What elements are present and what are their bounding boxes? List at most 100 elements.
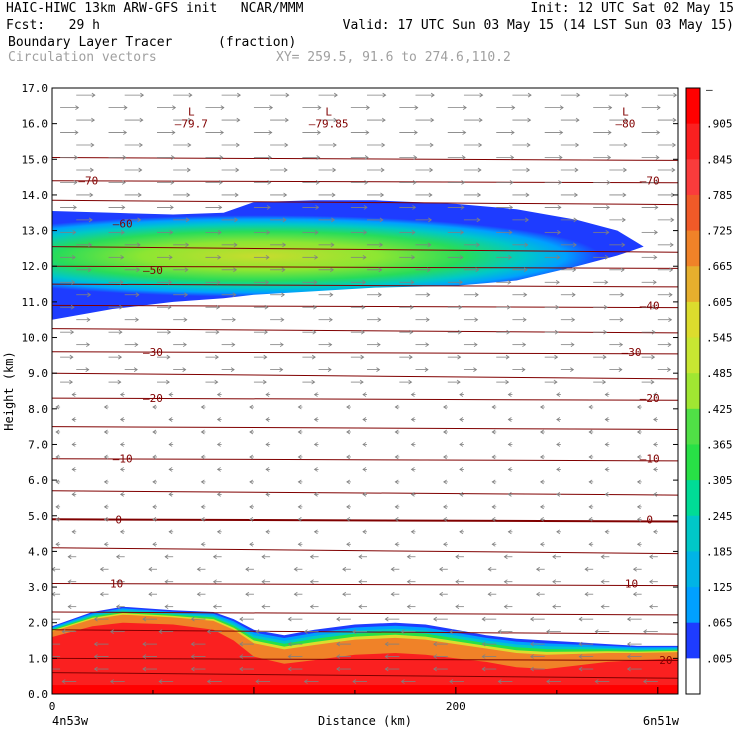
vector-head [410, 467, 415, 472]
vector-head [119, 492, 124, 497]
vector-head [653, 442, 658, 447]
vector-head [636, 404, 641, 410]
vector-head [85, 367, 90, 372]
vector-head [604, 492, 609, 497]
vector-head [115, 604, 120, 609]
vector-head [491, 516, 496, 522]
vector-head [608, 105, 613, 110]
vector-head [71, 467, 76, 472]
vector-head [233, 267, 238, 273]
vector-head [232, 292, 237, 298]
vector-head [669, 242, 674, 248]
vector-head [540, 516, 544, 522]
vector-head [171, 155, 175, 160]
vector-head [360, 329, 365, 335]
vector-head [331, 192, 336, 198]
vector-head [623, 142, 628, 148]
colorbar-swatch [686, 301, 700, 339]
vector-head [168, 467, 173, 472]
vector-head [439, 591, 444, 597]
vector-head [342, 591, 347, 597]
contour-line [52, 180, 678, 184]
vector-head [212, 604, 217, 609]
vector-head [330, 267, 334, 273]
vector-head [527, 92, 532, 98]
vector-head [336, 654, 341, 659]
vector-head [460, 205, 465, 210]
vector-head [206, 679, 211, 684]
vector-head [433, 654, 438, 659]
vector-head [86, 342, 90, 347]
vector-head [313, 279, 318, 285]
vector-head [491, 404, 496, 410]
vector-head [449, 679, 454, 684]
vector-head [135, 292, 140, 298]
vector-head [315, 180, 320, 185]
vector-head [362, 442, 367, 447]
vector-head [168, 417, 173, 422]
vector-head [643, 679, 648, 684]
contour-label: –20 [143, 392, 163, 405]
vector-head [362, 279, 367, 285]
vector-head [346, 454, 351, 460]
vector-head [632, 566, 637, 572]
contour-label: –10 [113, 453, 133, 466]
vector-head [61, 679, 66, 684]
vector-head [303, 679, 308, 684]
vector-head [168, 279, 173, 285]
vector-head [139, 117, 144, 123]
x-axis-label: Distance (km) [318, 714, 412, 728]
vector-head [61, 629, 66, 634]
vector-head [317, 105, 322, 110]
vector-head [217, 230, 222, 235]
vector-head [459, 492, 464, 497]
vector-head [594, 629, 599, 634]
vector-head [584, 566, 589, 572]
vector-head [313, 392, 318, 397]
vector-head [55, 541, 60, 547]
vector-head [477, 167, 482, 173]
vector-head [461, 180, 466, 185]
vector-head [103, 479, 108, 485]
vector-head [362, 254, 367, 260]
vector-head [119, 279, 124, 285]
vector-head [71, 417, 76, 422]
vector-head [152, 479, 157, 485]
vector-head [216, 392, 221, 397]
vector-head [119, 304, 124, 310]
vector-head [284, 142, 289, 148]
vector-head [473, 367, 478, 372]
vector-head [443, 454, 448, 460]
vector-head [380, 192, 385, 198]
vector-head [93, 641, 98, 647]
vector-head [479, 92, 484, 98]
vector-head [603, 304, 608, 310]
vector-head [604, 254, 609, 260]
colorbar-label: .605 [706, 296, 733, 309]
vector-head [86, 317, 91, 323]
colorbar-label: .245 [706, 510, 733, 523]
vector-head [509, 180, 514, 185]
vector-head [507, 279, 512, 285]
vector-head [430, 92, 435, 98]
y-tick-label: 16.0 [22, 118, 49, 131]
vector-head [460, 230, 465, 235]
vector-head [186, 167, 191, 173]
vector-head [265, 529, 270, 535]
vector-head [142, 641, 147, 647]
vector-head [268, 130, 273, 135]
contour-line [52, 351, 678, 355]
vector-head [522, 342, 527, 347]
vector-head [46, 642, 49, 646]
vector-head [313, 529, 318, 535]
colorbar-swatch [686, 587, 700, 624]
vector-head [570, 367, 575, 372]
low-value: –79.85 [309, 118, 349, 131]
vector-head [622, 192, 627, 198]
vector-head [654, 205, 659, 210]
vector-head [109, 679, 114, 684]
vector-head [103, 504, 108, 510]
vector-head [190, 654, 195, 659]
vector-head [168, 492, 173, 497]
